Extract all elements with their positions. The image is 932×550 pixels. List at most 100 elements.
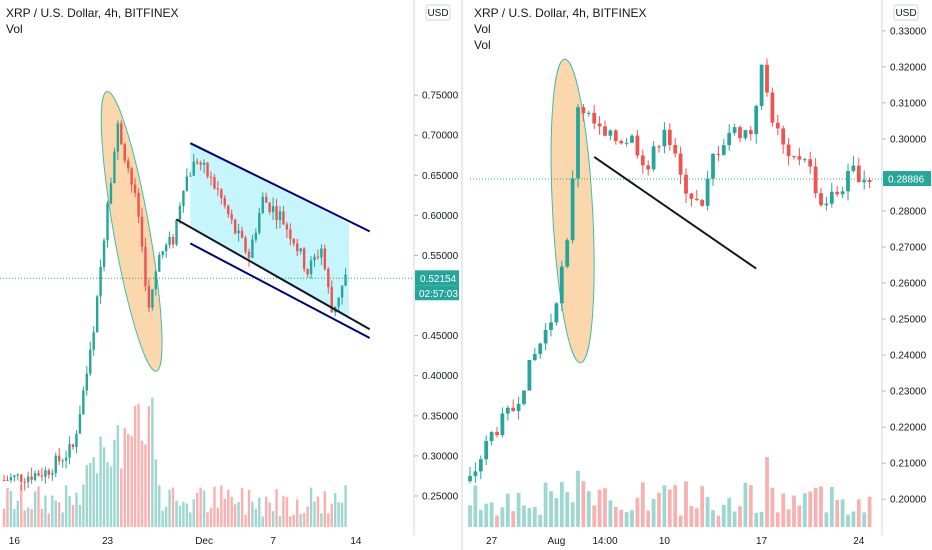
volume-bar [819,486,823,527]
candle-body [473,471,478,477]
volume-bar [684,481,688,527]
candle-body [189,175,192,177]
y-tick-label: 0.30000 [890,134,927,145]
x-tick-label: 14:00 [592,536,617,547]
volume-bar [40,508,44,527]
right-volume-label-2: Vol [474,38,491,52]
candle-body [468,476,472,482]
candle-body [316,256,320,258]
candle-body [759,64,764,106]
volume-bar [835,500,840,527]
candle-body [164,244,168,252]
volume-bar [603,488,607,527]
volume-bar [543,482,548,527]
volume-bar [337,502,340,527]
candle-body [527,360,532,391]
volume-bar [116,425,120,527]
candle-body [264,196,268,203]
volume-bar [856,499,861,527]
candle-body [700,200,705,206]
candle-body [478,459,483,472]
volume-bar [92,457,95,527]
candle-body [619,140,624,144]
countdown-label: 02:57:03 [419,289,458,300]
volume-bar [289,516,292,527]
volume-bar [732,511,737,527]
volume-bar [209,507,213,527]
volume-bar [133,405,137,527]
volume-bar [802,493,807,527]
volume-bar [254,508,258,527]
volume-bar [829,486,834,527]
volume-bar [667,489,672,527]
volume-bar [313,501,316,527]
y-tick-label: 0.25000 [422,491,459,502]
candle-body [532,353,537,361]
candle-body [71,444,75,448]
y-tick-label: 0.65000 [422,171,459,182]
candle-body [538,343,543,354]
candle-body [786,144,791,157]
candle-body [278,211,282,221]
candle-body [23,481,26,483]
volume-bar [309,487,313,527]
volume-bar [511,511,516,527]
candle-body [244,237,247,252]
volume-bar [106,462,109,527]
candle-body [227,205,230,215]
candle-body [640,155,645,166]
candle-body [554,303,559,323]
volume-bar [185,503,189,527]
candle-body [586,112,591,114]
volume-bar [576,470,580,527]
volume-bar [23,510,26,527]
candle-body [192,161,195,176]
volume-bar [333,493,337,527]
y-tick-label: 0.21000 [890,459,927,470]
candle-body [495,432,499,436]
volume-bar [30,509,33,527]
candle-body [694,198,699,201]
candle-body [126,160,130,169]
volume-bar [47,513,51,527]
volume-bar [71,504,75,527]
candle-body [808,159,813,167]
volume-bar [613,507,618,527]
currency-label: USD [895,8,916,19]
candle-body [689,193,694,199]
price-tag [415,270,459,286]
y-tick-label: 0.60000 [422,211,459,222]
current-price-label: 0.52154 [420,274,457,285]
candle-body [592,112,597,124]
volume-bar [233,504,237,527]
volume-bar [754,512,759,527]
candle-body [185,176,189,191]
volume-bar [264,496,268,527]
volume-bar [678,515,683,527]
candle-body [30,476,33,480]
volume-bar [171,487,175,527]
candle-body [862,179,867,183]
candle-body [233,219,237,234]
volume-bar [299,513,302,527]
candle-body [99,266,102,297]
candle-body [182,190,185,206]
volume-bar [495,515,499,527]
candle-body [792,156,796,158]
candle-body [161,251,164,256]
candle-body [344,274,347,286]
y-tick-label: 0.25000 [890,315,927,326]
volume-bar [559,481,564,527]
volume-bar [247,490,251,527]
volume-bar [189,512,192,527]
candle-body [251,239,254,258]
right-volume-label: Vol [474,22,491,36]
candle-body [651,146,656,170]
candle-body [268,202,271,213]
candle-body [137,192,140,217]
candle-body [559,266,564,304]
candle-body [120,123,123,145]
candle-body [819,193,823,206]
candle-body [624,142,629,144]
volume-bar [75,492,78,527]
